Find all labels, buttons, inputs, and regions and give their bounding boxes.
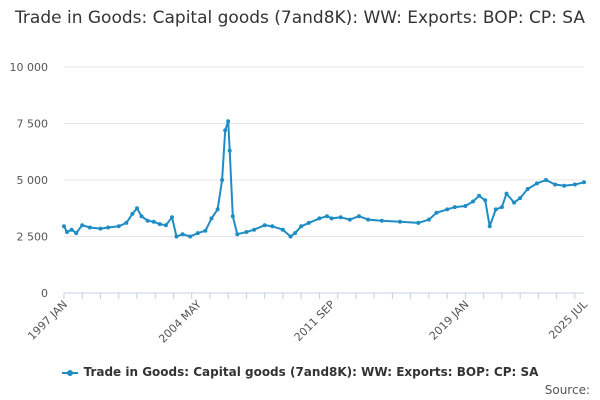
x-axis-labels: 1997 JAN 2004 MAY 2011 SEP 2019 JAN 2025 JUL <box>25 297 590 345</box>
legend[interactable]: Trade in Goods: Capital goods (7and8K): … <box>0 364 600 380</box>
data-point[interactable] <box>325 214 329 219</box>
data-point[interactable] <box>69 227 74 232</box>
y-tick-label: 5 000 <box>17 174 49 187</box>
data-point[interactable] <box>145 218 150 223</box>
series-layer <box>62 119 586 239</box>
y-tick-label: 2 500 <box>17 231 49 244</box>
chart-title: Trade in Goods: Capital goods (7and8K): … <box>15 8 585 28</box>
data-point[interactable] <box>288 234 293 239</box>
data-point[interactable] <box>534 181 539 186</box>
data-point[interactable] <box>124 220 129 225</box>
y-tick-label: 7 500 <box>17 118 49 131</box>
data-point[interactable] <box>553 182 558 187</box>
data-point[interactable] <box>512 200 517 205</box>
data-point[interactable] <box>518 196 523 201</box>
data-point[interactable] <box>525 187 530 191</box>
x-tick-label: 1997 JAN <box>25 298 70 343</box>
data-point[interactable] <box>65 230 69 234</box>
data-point[interactable] <box>426 217 431 222</box>
data-point[interactable] <box>139 214 144 219</box>
data-point[interactable] <box>445 207 450 212</box>
data-point[interactable] <box>270 224 275 229</box>
credits[interactable]: Source: <box>544 383 590 397</box>
data-point[interactable] <box>62 224 66 229</box>
data-point[interactable] <box>203 228 208 233</box>
data-point[interactable] <box>280 227 285 232</box>
data-point[interactable] <box>209 216 214 221</box>
data-point[interactable] <box>299 224 304 229</box>
data-point[interactable] <box>293 231 298 236</box>
data-point[interactable] <box>366 217 371 222</box>
series-line[interactable] <box>63 120 585 238</box>
data-point[interactable] <box>504 191 509 196</box>
data-point[interactable] <box>357 214 361 219</box>
data-point[interactable] <box>135 206 139 211</box>
data-point[interactable] <box>471 199 475 204</box>
data-point[interactable] <box>230 214 235 219</box>
data-point[interactable] <box>572 182 577 187</box>
x-axis <box>63 292 584 299</box>
data-point[interactable] <box>544 178 548 182</box>
data-point[interactable] <box>338 215 343 220</box>
data-point[interactable] <box>379 218 384 223</box>
grid-lines <box>64 66 584 237</box>
data-point[interactable] <box>499 205 504 210</box>
x-tick-label: 2004 MAY <box>156 298 204 346</box>
data-point[interactable] <box>226 119 231 124</box>
data-point[interactable] <box>252 227 257 232</box>
data-point[interactable] <box>87 225 92 230</box>
data-point[interactable] <box>493 207 498 212</box>
x-tick-label: 2011 SEP <box>292 298 338 344</box>
data-point[interactable] <box>235 232 240 237</box>
data-point[interactable] <box>80 223 85 228</box>
data-point[interactable] <box>398 219 402 224</box>
data-point[interactable] <box>244 230 249 234</box>
data-point[interactable] <box>74 231 79 236</box>
data-point[interactable] <box>130 211 135 216</box>
data-point[interactable] <box>170 215 174 220</box>
data-point[interactable] <box>487 224 492 229</box>
data-point[interactable] <box>562 183 567 188</box>
data-point[interactable] <box>106 225 111 230</box>
y-tick-label: 0 <box>41 287 48 300</box>
data-point[interactable] <box>98 226 103 231</box>
data-point[interactable] <box>347 217 352 222</box>
data-point[interactable] <box>151 219 156 224</box>
data-point[interactable] <box>317 216 322 221</box>
data-point[interactable] <box>477 193 482 198</box>
y-axis-labels: 0 2 500 5 000 7 500 10 000 <box>10 61 49 300</box>
x-tick-label: 2025 JUL <box>546 297 590 341</box>
data-point[interactable] <box>215 207 220 212</box>
data-point[interactable] <box>306 220 311 225</box>
data-point[interactable] <box>180 232 185 237</box>
data-point[interactable] <box>220 178 225 182</box>
data-point[interactable] <box>195 231 200 236</box>
data-point[interactable] <box>483 198 488 203</box>
x-tick-label: 2019 JAN <box>427 298 472 343</box>
data-point[interactable] <box>223 128 228 133</box>
data-point[interactable] <box>174 234 179 239</box>
data-point[interactable] <box>329 216 334 221</box>
data-point[interactable] <box>463 204 468 208</box>
legend-label: Trade in Goods: Capital goods (7and8K): … <box>83 365 539 379</box>
data-point[interactable] <box>163 223 168 228</box>
data-point[interactable] <box>582 180 586 185</box>
data-point[interactable] <box>434 210 439 215</box>
data-point[interactable] <box>157 222 162 227</box>
y-tick-label: 10 000 <box>10 61 49 74</box>
data-point[interactable] <box>416 220 421 225</box>
data-point[interactable] <box>227 148 232 153</box>
data-point[interactable] <box>116 224 121 229</box>
data-point[interactable] <box>262 223 267 228</box>
legend-swatch-icon <box>61 368 78 378</box>
data-point[interactable] <box>452 205 457 210</box>
data-point[interactable] <box>188 234 193 239</box>
